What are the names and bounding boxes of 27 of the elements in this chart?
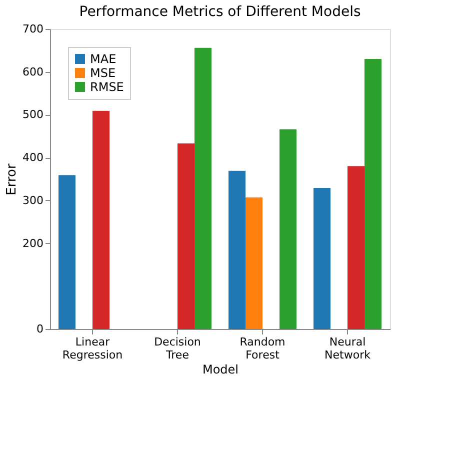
y-tick-label: 200 (22, 236, 44, 250)
y-tick-label: 700 (22, 22, 44, 36)
bar (280, 129, 296, 329)
y-tick-label: 400 (22, 151, 44, 164)
legend-label: MSE (90, 66, 116, 80)
x-tick-label: Decision Tree (154, 336, 201, 362)
x-tick-label: Linear Regression (62, 336, 123, 362)
bar (58, 175, 76, 329)
bar (178, 143, 194, 329)
chart-title: Performance Metrics of Different Models (79, 4, 361, 20)
y-tick-label: 500 (22, 108, 44, 122)
bar (364, 59, 382, 329)
bar (228, 170, 246, 329)
bar (314, 188, 330, 329)
y-axis-title: Error (4, 163, 20, 196)
x-tick-label: Neural Network (324, 336, 372, 362)
bar (92, 110, 110, 329)
bar (246, 197, 262, 329)
x-axis-title: Model (202, 362, 239, 376)
bar (348, 166, 364, 329)
x-tick-label: Random Forest (240, 336, 286, 362)
legend-label: RMSE (90, 80, 124, 94)
y-tick-label: 300 (22, 194, 44, 207)
bar (194, 48, 212, 329)
legend-label: MAE (90, 52, 116, 66)
y-tick-label: 600 (22, 65, 44, 78)
y-tick-label: 0 (36, 322, 44, 336)
